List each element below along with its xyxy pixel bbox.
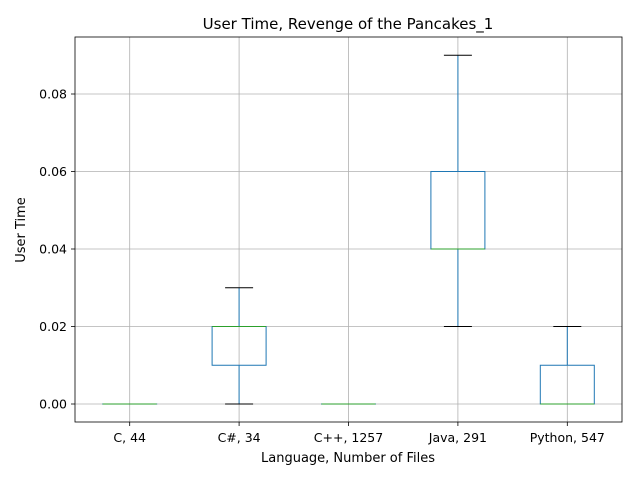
x-tick-label: Java, 291 bbox=[428, 430, 487, 445]
boxes bbox=[102, 54, 595, 405]
x-axis-label: Language, Number of Files bbox=[261, 451, 435, 466]
y-tick-label: 0.08 bbox=[39, 87, 67, 102]
y-tick-label: 0.04 bbox=[39, 242, 67, 257]
x-tick-label: Python, 547 bbox=[530, 430, 605, 445]
box-group bbox=[539, 326, 595, 405]
x-tick-label: C, 44 bbox=[113, 430, 146, 445]
axis-ticks: 0.00 0.02 0.04 0.06 0.08 C, 44 C#, 34 C++, 1257… bbox=[39, 87, 605, 446]
x-tick-label: C#, 34 bbox=[218, 430, 261, 445]
y-tick-label: 0.06 bbox=[39, 164, 67, 179]
x-tick-label: C++, 1257 bbox=[314, 430, 383, 445]
y-tick-label: 0.02 bbox=[39, 319, 67, 334]
grid-lines bbox=[75, 37, 622, 422]
y-tick-label: 0.00 bbox=[39, 397, 67, 412]
box-group bbox=[211, 287, 267, 405]
chart-title: User Time, Revenge of the Pancakes_1 bbox=[203, 15, 494, 34]
y-axis-label: User Time bbox=[14, 197, 29, 263]
box-group bbox=[430, 54, 486, 327]
